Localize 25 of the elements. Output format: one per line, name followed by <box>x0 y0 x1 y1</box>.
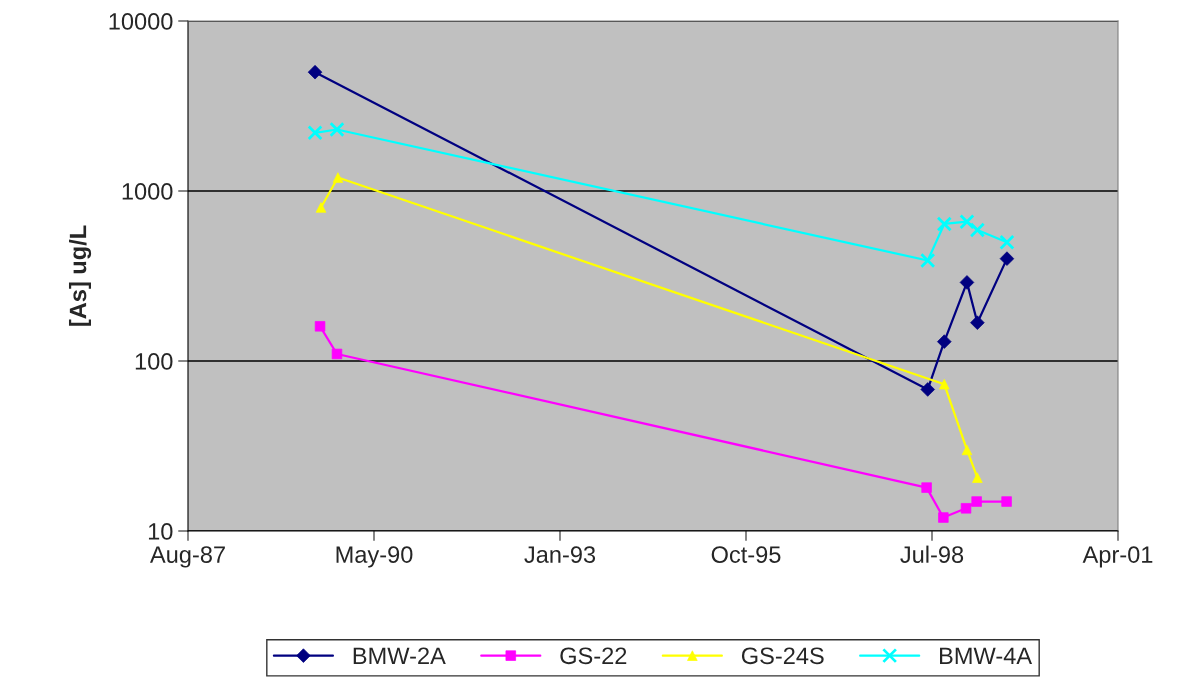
y-tick-label: 10 <box>148 523 173 540</box>
y-tick-label: 1000 <box>122 183 173 200</box>
point <box>960 503 972 514</box>
y-tick-label: 100 <box>135 353 173 370</box>
x-tick-label: Oct-95 <box>711 546 781 563</box>
point <box>959 214 975 230</box>
x-tick-label: May-90 <box>336 546 413 568</box>
point <box>920 252 936 269</box>
y-tick-label: 10000 <box>109 13 173 30</box>
point <box>314 321 326 332</box>
x-tick-label: Apr-01 <box>1082 546 1153 568</box>
point <box>969 222 986 238</box>
legend-label: BMW-4A <box>940 647 1033 664</box>
point <box>307 125 323 141</box>
x-tick-label: Jan-93 <box>524 546 596 563</box>
legend-label: BMW-2A <box>353 647 446 664</box>
y-axis-title: [As] ug/L <box>68 225 92 326</box>
x-tick-label: Jul-98 <box>900 545 964 563</box>
legend-label: GS-22 <box>560 647 627 665</box>
point <box>307 64 323 80</box>
point <box>936 216 952 232</box>
point <box>999 234 1015 250</box>
legend-label: GS-24S <box>741 647 824 665</box>
x-tick-label: Aug-87 <box>149 546 225 568</box>
point <box>329 121 345 138</box>
